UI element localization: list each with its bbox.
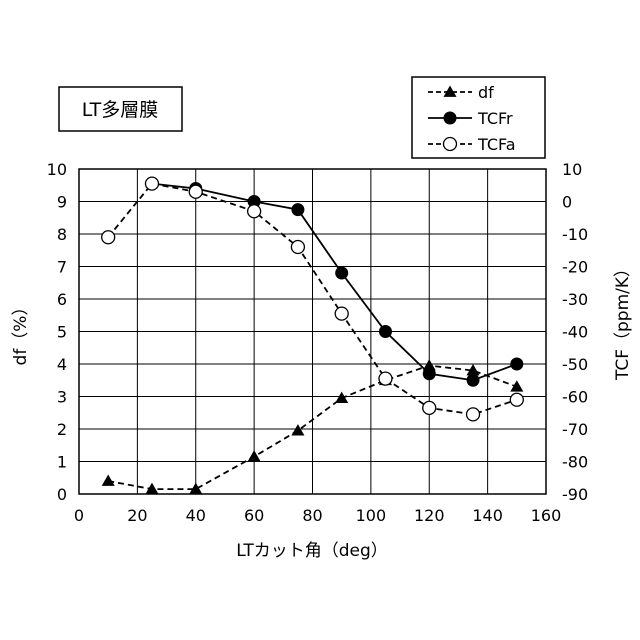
legend-marker-tcfa	[444, 138, 457, 151]
data-point-tcfa	[102, 231, 115, 244]
x-tick-label: 80	[302, 506, 322, 525]
y-left-tick-label: 3	[57, 388, 67, 407]
x-tick-label: 120	[414, 506, 445, 525]
legend: df TCFr TCFa	[412, 77, 545, 158]
y-left-tick-label: 1	[57, 453, 67, 472]
series-tcfr	[145, 177, 523, 387]
x-tick-label: 140	[472, 506, 503, 525]
y-left-tick-label: 0	[57, 485, 67, 504]
y-right-tick-label: -10	[562, 225, 588, 244]
y-left-tick-label: 5	[57, 323, 67, 342]
x-tick-label: 60	[244, 506, 264, 525]
data-point-tcfr	[510, 358, 523, 371]
data-point-tcfr	[379, 325, 392, 338]
y-left-tick-label: 8	[57, 225, 67, 244]
data-point-tcfr	[467, 374, 480, 387]
x-tick-label: 0	[74, 506, 84, 525]
data-point-tcfa	[248, 205, 261, 218]
y-right-tick-label: 10	[562, 160, 582, 179]
chart: 020406080100120140160012345678910-90-80-…	[0, 0, 640, 640]
data-point-df	[335, 392, 348, 403]
data-point-tcfa	[335, 307, 348, 320]
data-point-tcfa	[189, 185, 202, 198]
y-left-tick-label: 2	[57, 420, 67, 439]
y-right-tick-label: -90	[562, 485, 588, 504]
y-right-tick-label: 0	[562, 193, 572, 212]
x-tick-label: 20	[127, 506, 147, 525]
data-point-df	[145, 483, 158, 494]
series-line-tcfr	[152, 184, 517, 381]
y-right-tick-label: -30	[562, 290, 588, 309]
legend-label-tcfr: TCFr	[477, 109, 513, 128]
x-tick-label: 160	[531, 506, 562, 525]
data-point-df	[102, 475, 115, 486]
legend-label-df: df	[478, 83, 494, 102]
data-point-df	[291, 424, 304, 435]
y-right-tick-label: -20	[562, 258, 588, 277]
data-point-df	[248, 450, 261, 461]
tick-labels: 020406080100120140160012345678910-90-80-…	[47, 160, 589, 525]
y-left-tick-label: 4	[57, 355, 67, 374]
y-left-tick-label: 10	[47, 160, 67, 179]
y-left-tick-label: 9	[57, 193, 67, 212]
data-point-tcfa	[145, 177, 158, 190]
x-axis-label: LTカット角（deg）	[236, 541, 388, 561]
y-right-tick-label: -70	[562, 420, 588, 439]
chart-title: LT多層膜	[82, 99, 159, 121]
y-axis-left-label: df（%）	[11, 299, 31, 366]
grid	[79, 169, 546, 494]
data-point-tcfa	[291, 241, 304, 254]
y-right-tick-label: -60	[562, 388, 588, 407]
y-right-tick-label: -80	[562, 453, 588, 472]
data-point-tcfa	[510, 393, 523, 406]
y-right-tick-label: -50	[562, 355, 588, 374]
y-left-tick-label: 7	[57, 258, 67, 277]
y-right-tick-label: -40	[562, 323, 588, 342]
legend-marker-tcfr	[444, 112, 457, 125]
data-point-tcfa	[379, 372, 392, 385]
x-tick-label: 100	[356, 506, 387, 525]
y-axis-right-label: TCF（ppm/K）	[613, 260, 633, 381]
data-point-tcfr	[291, 203, 304, 216]
data-point-tcfa	[423, 401, 436, 414]
data-point-tcfa	[467, 408, 480, 421]
data-point-tcfr	[423, 367, 436, 380]
legend-label-tcfa: TCFa	[477, 135, 516, 154]
x-tick-label: 40	[186, 506, 206, 525]
y-left-tick-label: 6	[57, 290, 67, 309]
data-point-tcfr	[335, 267, 348, 280]
